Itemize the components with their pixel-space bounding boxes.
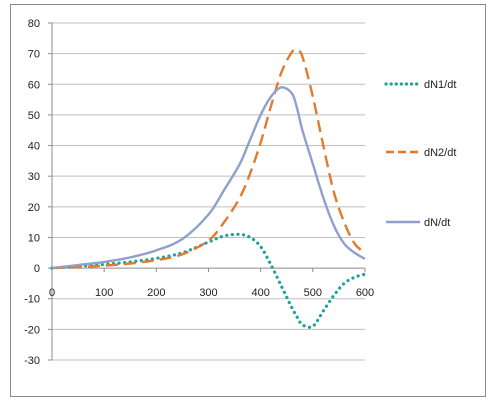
y-tick-label: 80 xyxy=(28,18,40,30)
chart-area xyxy=(10,4,486,397)
legend: dN1/dt dN2/dt dN/dt xyxy=(384,79,456,229)
x-tick-label: 500 xyxy=(304,287,322,299)
y-tick-label: 0 xyxy=(34,263,40,275)
y-tick-label: 20 xyxy=(28,202,40,214)
legend-label: dN/dt xyxy=(424,217,450,229)
y-tick-label: -20 xyxy=(24,324,40,336)
axes: -30 -20 -10 0 10 20 30 40 50 60 70 80 0 100 200 300 400 5… xyxy=(24,18,374,367)
y-tick-label: 60 xyxy=(28,79,40,91)
y-tick-label: 30 xyxy=(28,171,40,183)
series-line-1 xyxy=(50,232,367,329)
x-tick-label: 400 xyxy=(251,287,269,299)
series-line-2 xyxy=(51,48,366,270)
legend-label: dN1/dt xyxy=(424,79,456,91)
x-tick-label: 100 xyxy=(95,287,113,299)
y-tick-label: -30 xyxy=(24,355,40,367)
y-tick-label: 40 xyxy=(28,141,40,153)
x-tick-label: 200 xyxy=(147,287,165,299)
y-tick-label: -10 xyxy=(24,294,40,306)
y-tick-label: 70 xyxy=(28,49,40,61)
y-tick-label: 50 xyxy=(28,110,40,122)
gridlines xyxy=(52,22,365,361)
x-tick-label: 600 xyxy=(356,287,374,299)
y-tick-label: 10 xyxy=(28,232,40,244)
series-line-3 xyxy=(51,86,366,270)
x-tick-label: 300 xyxy=(199,287,217,299)
legend-label: dN2/dt xyxy=(424,147,456,159)
series-lines xyxy=(50,48,367,329)
x-tick-label: 0 xyxy=(49,287,55,299)
